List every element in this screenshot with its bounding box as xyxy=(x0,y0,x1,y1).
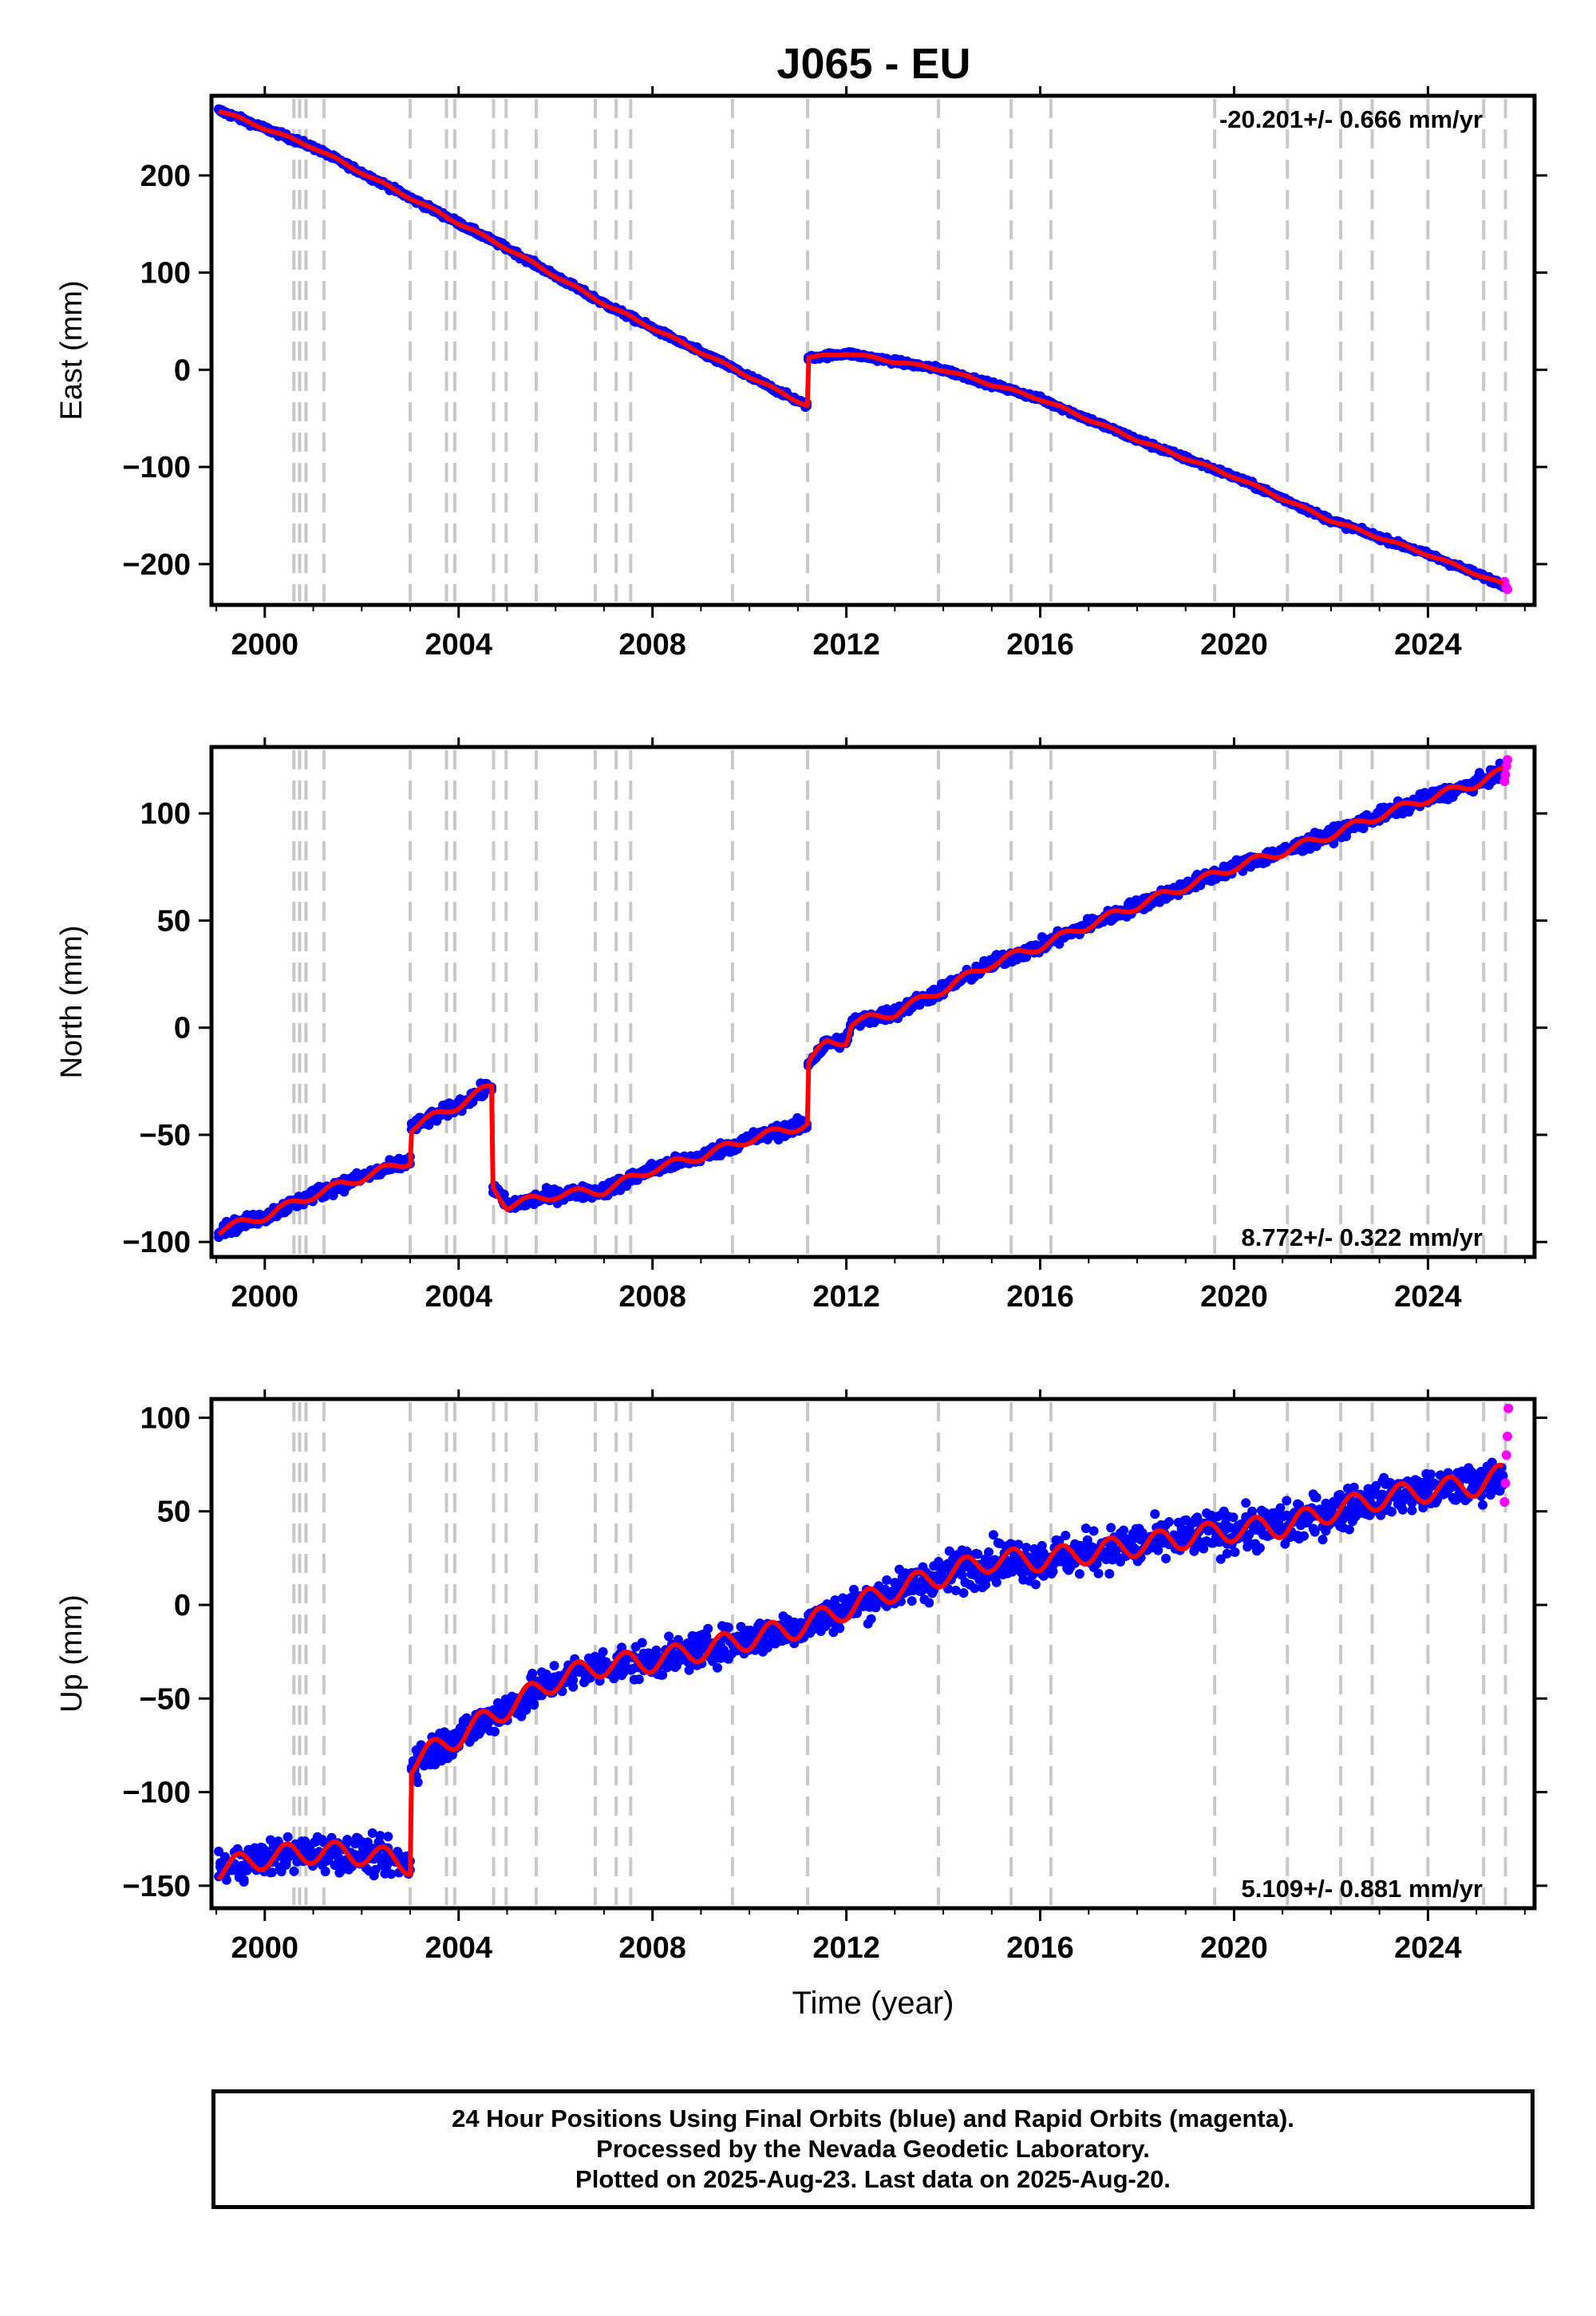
final-orbit-point xyxy=(713,1662,722,1673)
y-tick-label: 100 xyxy=(140,797,191,831)
final-orbit-point xyxy=(1228,1512,1238,1523)
final-orbit-point xyxy=(1311,1492,1321,1503)
y-tick-label: 50 xyxy=(157,904,191,938)
final-orbit-point xyxy=(267,1867,277,1878)
y-tick-label: −50 xyxy=(140,1119,191,1152)
final-orbit-point xyxy=(282,1832,293,1842)
x-tick-label: 2000 xyxy=(231,1280,299,1314)
final-orbit-point xyxy=(383,1832,393,1842)
final-orbit-point xyxy=(529,1700,539,1710)
final-orbit-point xyxy=(320,1867,330,1876)
x-tick-label: 2012 xyxy=(812,628,880,662)
final-orbit-point xyxy=(1030,1579,1041,1590)
final-orbit-point xyxy=(1299,1531,1309,1541)
final-orbit-point xyxy=(637,1638,647,1648)
final-orbit-series xyxy=(214,104,1508,592)
x-tick-label: 2020 xyxy=(1200,1280,1268,1314)
final-orbit-series xyxy=(214,1457,1508,1887)
rapid-orbit-point xyxy=(1502,584,1512,595)
y-tick-label: −100 xyxy=(122,1226,191,1259)
final-orbit-point xyxy=(1254,1543,1265,1553)
y-tick-label: 200 xyxy=(140,160,191,193)
final-orbit-point xyxy=(1161,1553,1171,1563)
final-orbit-point xyxy=(1048,1567,1058,1577)
y-tick-label: 100 xyxy=(140,257,191,290)
panel-north: 2000 2004 2008 2012 2016 2020 2024 −100 −50 0 50 10… xyxy=(55,737,1547,1314)
final-orbit-point xyxy=(988,1530,998,1540)
final-orbit-point xyxy=(958,1588,969,1598)
final-orbit-point xyxy=(1074,1569,1084,1579)
final-orbit-point xyxy=(1106,1523,1116,1533)
final-orbit-point xyxy=(568,1682,579,1692)
x-tick-label: 2004 xyxy=(425,1280,492,1314)
final-orbit-point xyxy=(1387,1507,1396,1517)
x-tick-label: 2004 xyxy=(425,628,492,662)
rate-label: -20.201+/- 0.666 mm/yr xyxy=(1219,105,1483,133)
final-orbit-point xyxy=(907,1596,917,1607)
final-orbit-point xyxy=(490,1726,500,1737)
final-orbit-point xyxy=(703,1623,713,1634)
x-tick-label: 2016 xyxy=(1006,1280,1074,1314)
y-tick-label: 0 xyxy=(174,1012,191,1045)
final-orbit-point xyxy=(1061,1531,1071,1540)
final-orbit-point xyxy=(239,1877,249,1887)
x-tick-label: 2020 xyxy=(1200,628,1268,662)
final-orbit-series xyxy=(214,758,1508,1243)
final-orbit-point xyxy=(1088,1526,1099,1536)
final-orbit-point xyxy=(984,1547,994,1557)
final-orbit-point xyxy=(1317,1535,1328,1545)
x-tick-label: 2016 xyxy=(1006,628,1074,662)
y-tick-label: −200 xyxy=(122,548,191,582)
chart-canvas: J065 - EU 2000 2004 2008 2012 2016 2020 2024−2… xyxy=(55,40,1547,2021)
final-orbit-point xyxy=(1093,1568,1104,1579)
final-orbit-point xyxy=(1310,1527,1320,1537)
final-orbit-point xyxy=(1104,1569,1115,1579)
final-orbit-point xyxy=(634,1674,644,1685)
final-orbit-point xyxy=(549,1661,559,1671)
final-orbit-point xyxy=(1150,1509,1160,1520)
final-orbit-point xyxy=(1344,1524,1354,1535)
final-orbit-point xyxy=(413,1777,423,1788)
rapid-orbit-point xyxy=(1502,755,1512,765)
plot-frame xyxy=(209,93,1537,607)
final-orbit-point xyxy=(866,1614,876,1624)
final-orbit-point xyxy=(924,1598,934,1608)
final-orbit-point xyxy=(289,1866,299,1876)
model-fit-line xyxy=(217,109,1504,586)
final-orbit-point xyxy=(1230,1547,1240,1557)
y-axis-label: North (mm) xyxy=(55,925,89,1078)
final-orbit-point xyxy=(1164,1517,1174,1527)
x-tick-label: 2024 xyxy=(1394,628,1462,662)
rapid-orbit-point xyxy=(1500,769,1511,780)
chart-title: J065 - EU xyxy=(776,40,970,88)
panel-up: 2000 2004 2008 2012 2016 2020 2024−150−100−500… xyxy=(55,1389,1547,2021)
x-tick-label: 2008 xyxy=(618,1280,686,1314)
rate-label: 8.772+/- 0.322 mm/yr xyxy=(1242,1223,1483,1251)
y-tick-label: 0 xyxy=(174,354,191,387)
x-tick-label: 2012 xyxy=(812,1280,880,1314)
x-tick-label: 2000 xyxy=(231,628,299,662)
final-orbit-point xyxy=(1241,1498,1251,1508)
final-orbit-point xyxy=(723,1622,733,1633)
final-orbit-point xyxy=(1275,1503,1286,1513)
panel-east: 2000 2004 2008 2012 2016 2020 2024 −200 −100 0 100… xyxy=(55,86,1547,662)
x-tick-label: 2024 xyxy=(1394,1280,1462,1314)
y-tick-label: −100 xyxy=(122,451,191,484)
final-orbit-point xyxy=(835,1623,845,1634)
final-orbit-point xyxy=(598,1646,608,1657)
x-tick-label: 2008 xyxy=(618,628,686,662)
final-orbit-point xyxy=(1282,1496,1292,1506)
y-axis-label: East (mm) xyxy=(55,280,89,420)
